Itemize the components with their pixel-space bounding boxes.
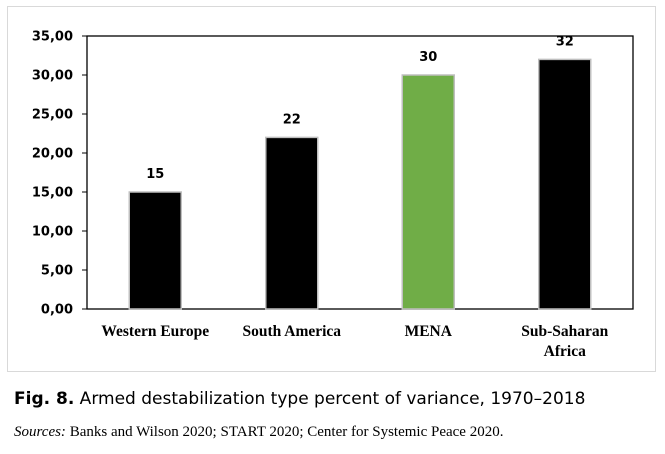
y-tick-label: 25,00	[32, 108, 73, 123]
sources-text: Banks and Wilson 2020; START 2020; Cente…	[65, 424, 504, 440]
y-tick-label: 15,00	[32, 186, 73, 201]
bar	[128, 191, 182, 310]
y-tick-label: 20,00	[32, 147, 73, 162]
data-label: 22	[283, 112, 301, 127]
y-tick-label: 30,00	[32, 69, 73, 84]
y-tick-label: 35,00	[32, 30, 73, 45]
x-tick-label: South America	[242, 323, 341, 340]
x-tick-label: Sub-Saharan Africa	[521, 323, 608, 360]
x-tick-label: Western Europe	[101, 323, 209, 340]
x-tick-label: MENA	[405, 323, 453, 340]
bar	[538, 58, 592, 310]
bar	[401, 74, 455, 310]
figure-caption: Fig. 8. Armed destabilization type perce…	[14, 389, 585, 409]
sources-label: Sources:	[14, 424, 66, 440]
figure-caption-label: Fig. 8.	[14, 389, 75, 409]
data-label: 32	[556, 34, 574, 49]
plot-area	[86, 35, 634, 310]
y-tick-label: 5,00	[41, 264, 73, 279]
bar	[265, 136, 319, 310]
figure-caption-text: Armed destabilization type percent of va…	[74, 389, 586, 409]
data-label: 30	[419, 50, 437, 65]
bar-chart: 0,00 5,00 10,00 15,00 20,00 25,00 30,00 35,00 15…	[32, 30, 634, 360]
data-label: 15	[146, 167, 164, 182]
y-tick-label: 0,00	[41, 303, 73, 318]
figure-sources: Sources: Banks and Wilson 2020; START 20…	[14, 424, 503, 441]
y-tick-label: 10,00	[32, 225, 73, 240]
